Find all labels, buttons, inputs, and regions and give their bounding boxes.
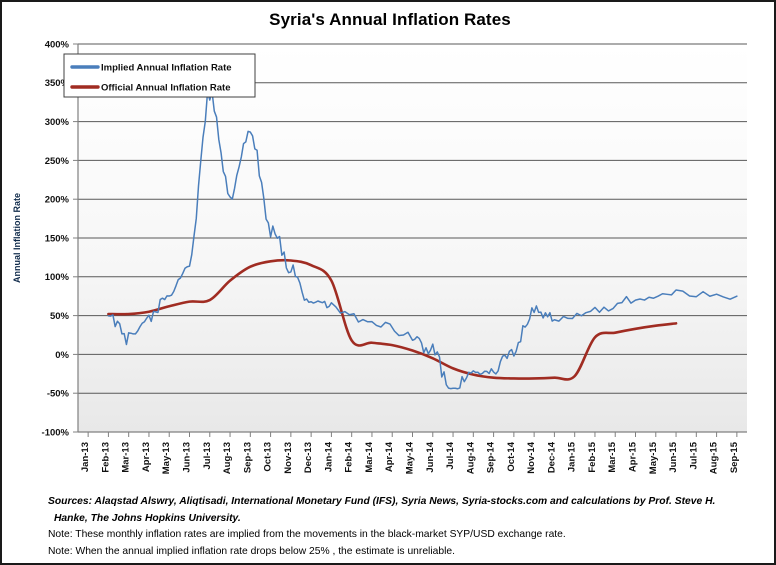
x-tick-label: Jan-15 [567,441,578,472]
y-tick-label: 100% [45,272,70,283]
x-tick-label: May-14 [405,441,416,474]
x-axis-ticks [87,432,738,437]
x-tick-label: Feb-14 [344,441,355,472]
chart-title: Syria's Annual Inflation Rates [269,10,511,29]
x-tick-label: Dec-14 [546,441,557,473]
footnotes: Sources: Alaqstad Alswry, Aliqtisadi, In… [48,494,768,560]
legend-background [63,53,256,98]
footnote-note-2: Note: When the annual implied inflation … [48,545,455,557]
footnote-sources-line2: Hanke, The Johns Hopkins University. [54,512,241,524]
y-tick-label: 150% [45,233,70,244]
y-tick-label: 350% [45,78,70,89]
x-tick-label: Mar-13 [121,442,132,473]
legend-label-official: Official Annual Inflation Rate [101,83,231,94]
x-tick-label: Mar-15 [607,441,618,472]
x-tick-label: Oct-13 [263,442,274,472]
x-tick-label: May-13 [161,442,172,474]
x-tick-label: Apr-13 [141,442,152,472]
series-line-implied [107,90,738,390]
footnote-sources-line1: Sources: Alaqstad Alswry, Aliqtisadi, In… [48,496,716,507]
x-tick-label: Sep-14 [486,441,497,473]
y-axis-ticks [73,43,78,433]
y-tick-label: -100% [42,427,70,438]
y-tick-label: -50% [47,389,70,400]
x-tick-label: Aug-14 [465,441,476,474]
x-tick-label: Dec-13 [303,442,314,473]
x-tick-label: Apr-14 [384,441,395,472]
x-tick-label: Jan-13 [80,442,91,472]
x-tick-label: Jul-13 [202,442,213,469]
series-line-official [107,258,678,381]
legend-label-implied: Implied Annual Inflation Rate [101,63,232,74]
chart-legend: Implied Annual Inflation Rate Official A… [63,53,256,98]
x-tick-label: Oct-14 [506,441,517,471]
x-tick-label: Mar-14 [364,441,375,472]
x-tick-label: Jun-13 [182,442,193,473]
gridlines [78,43,747,394]
y-axis-title: Annual Inflation Rate [12,193,22,283]
x-tick-label: Aug-13 [222,442,233,474]
y-tick-label: 400% [45,39,70,50]
y-tick-label: 50% [50,311,70,322]
x-tick-label: Nov-14 [526,441,537,473]
footnote-note-1: Note: These monthly inflation rates are … [48,529,566,540]
x-tick-label: Jul-14 [445,441,456,469]
x-tick-label: Feb-13 [100,442,111,473]
x-tick-label: Jan-14 [323,441,334,472]
y-tick-label: 300% [45,117,70,128]
y-axis-tick-labels: 400% 350% 300% 250% 200% 150% 100% 50% 0% -50% -10… [42,39,70,438]
x-axis-tick-labels: Jan-13 Feb-13 Mar-13 Apr-13 May-13 Jun-13 Jul-… [80,441,740,474]
y-tick-label: 200% [45,195,70,206]
y-tick-label: 0% [55,350,69,361]
y-tick-label: 250% [45,156,70,167]
x-tick-label: Sep-15 [729,441,740,473]
x-tick-label: Aug-15 [709,441,720,474]
x-tick-label: May-15 [648,441,659,474]
x-tick-label: Sep-13 [242,442,253,473]
x-tick-label: Feb-15 [587,441,598,472]
x-tick-label: Jun-14 [425,441,436,472]
x-tick-label: Nov-13 [283,442,294,474]
x-tick-label: Apr-15 [628,441,639,472]
x-tick-label: Jun-15 [668,441,679,472]
x-tick-label: Jul-15 [688,441,699,469]
